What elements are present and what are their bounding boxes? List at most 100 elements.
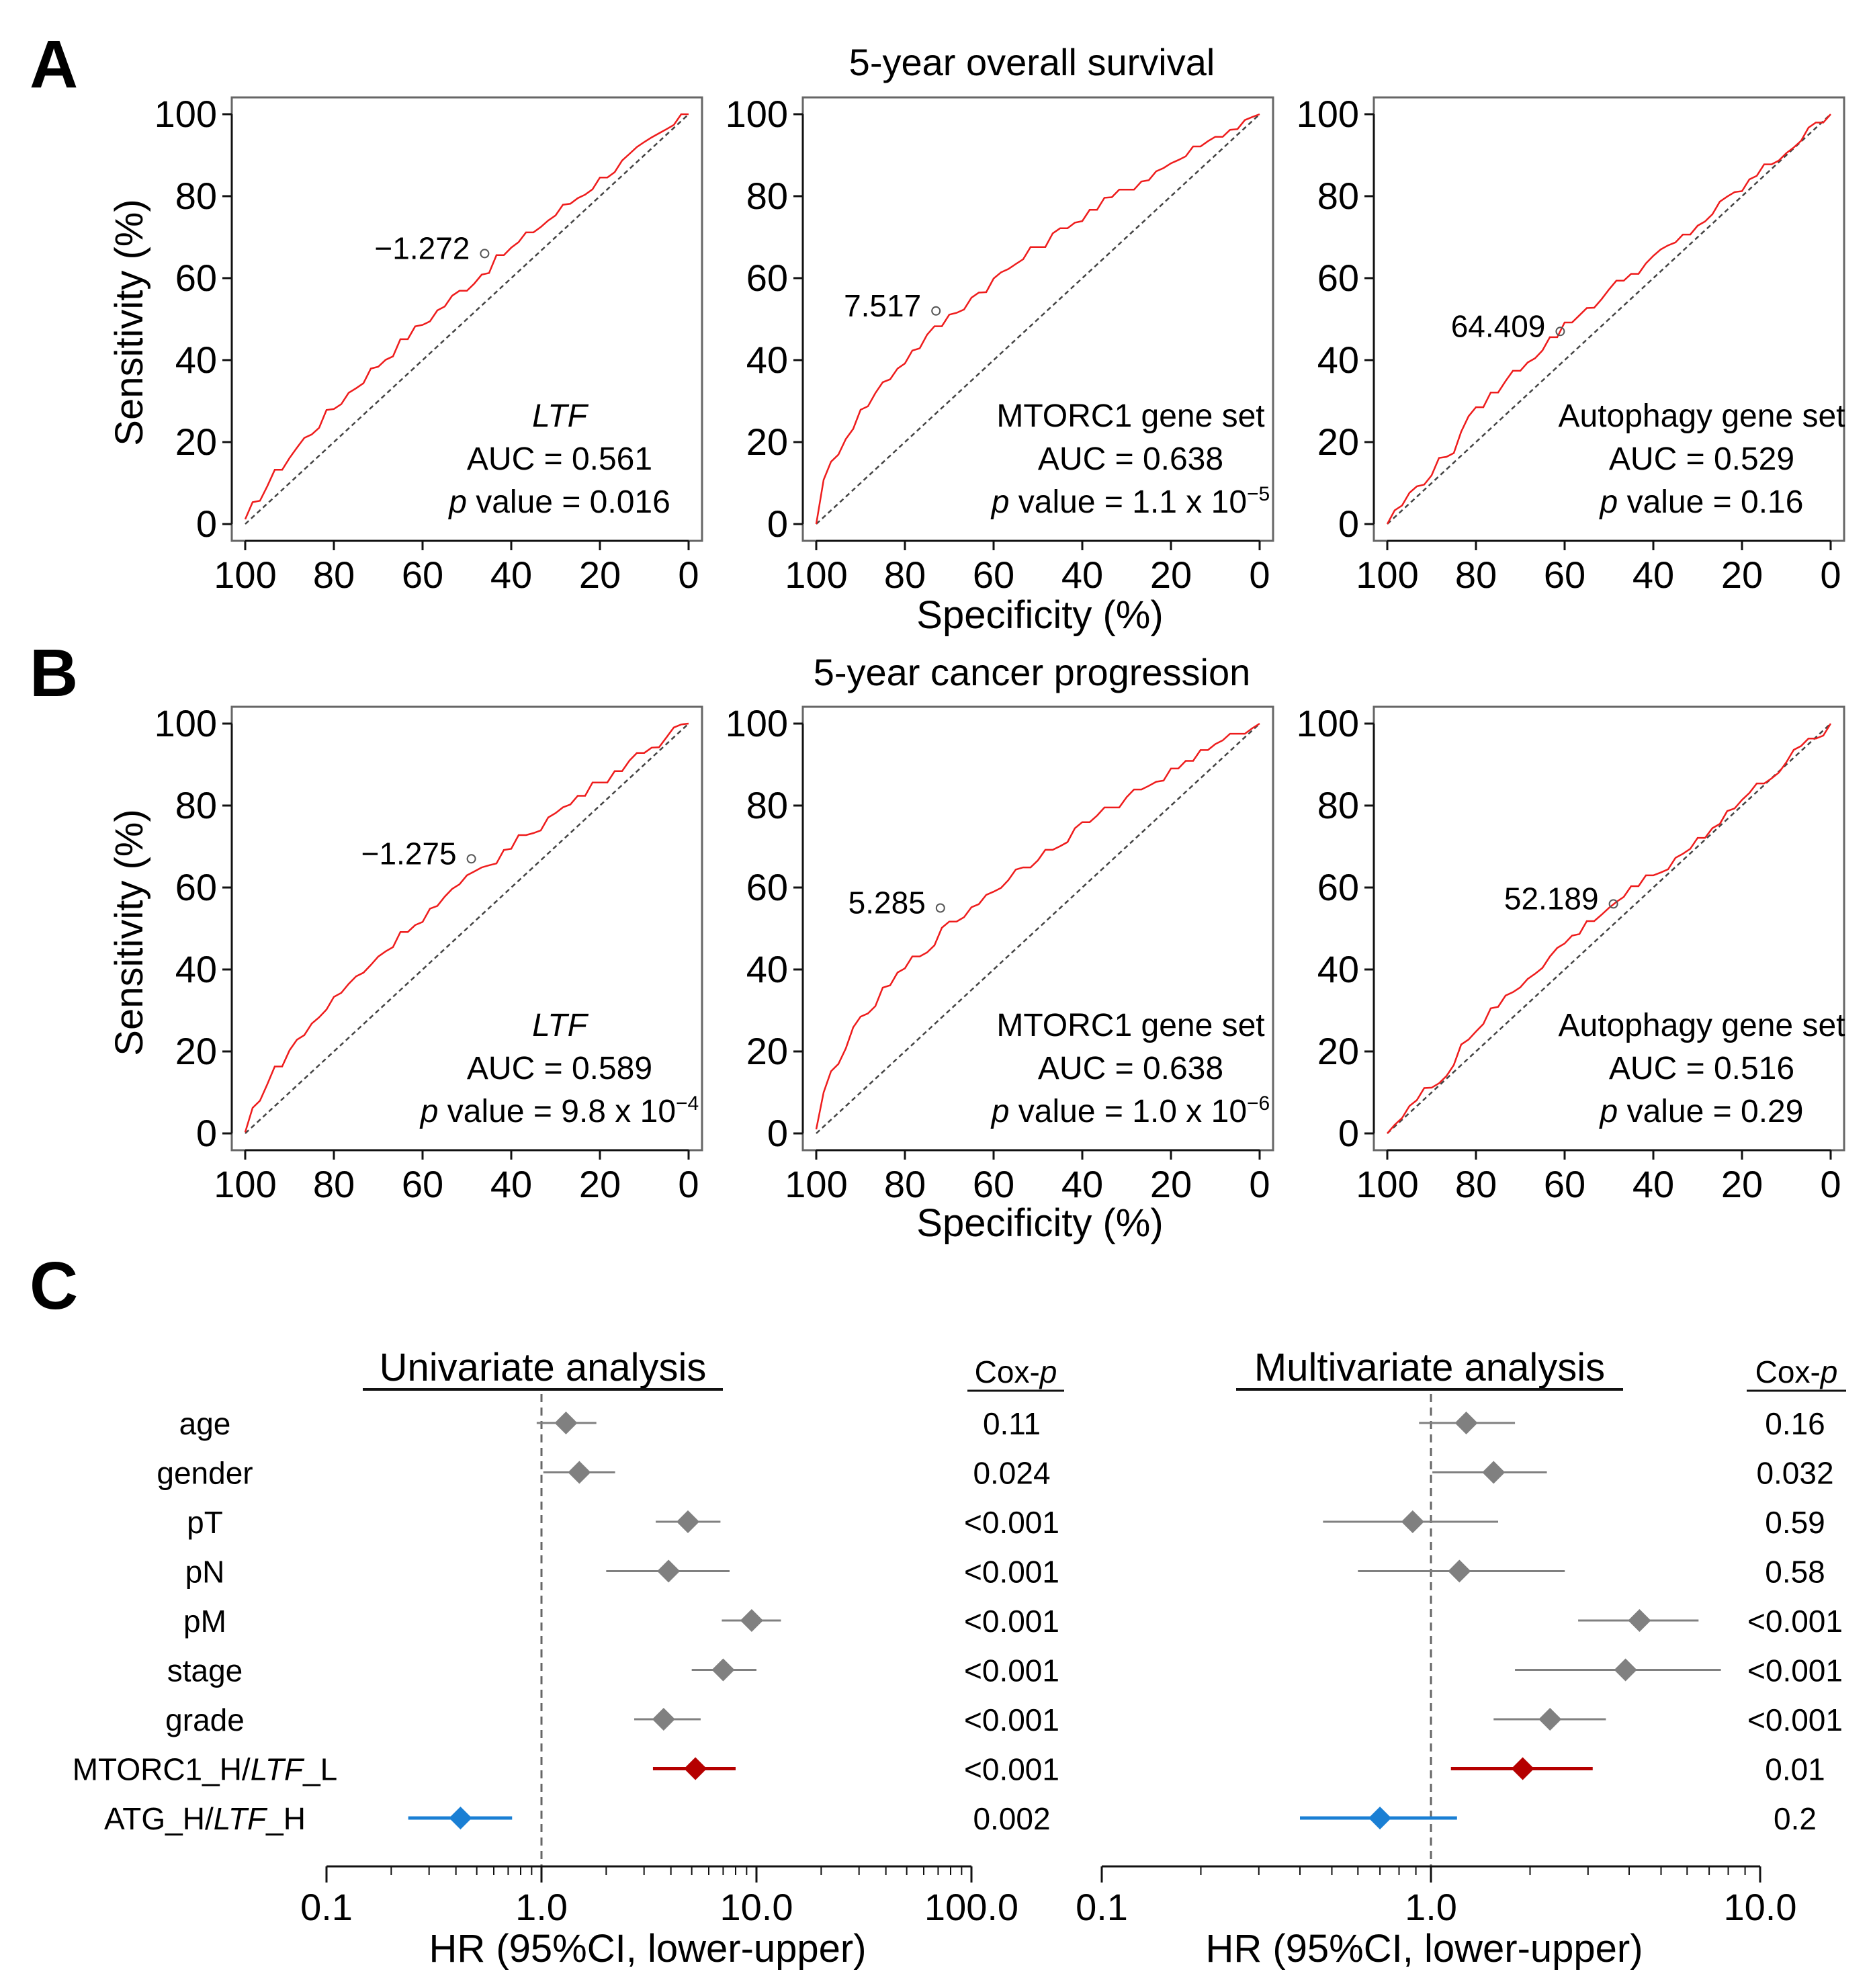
hr-marker	[449, 1807, 472, 1829]
hr-marker	[1448, 1559, 1471, 1583]
cox-p-value: <0.001	[1747, 1604, 1843, 1639]
p-value-text: value = 0.16	[1618, 484, 1803, 520]
cutoff-point	[1555, 327, 1565, 337]
cox-p-value: <0.001	[1747, 1702, 1843, 1737]
x-tick-label: 100	[214, 554, 276, 596]
x-tick-label: 40	[490, 1163, 532, 1205]
p-italic: p	[990, 1094, 1010, 1129]
y-tick-label: 0	[767, 503, 788, 545]
cutoff-point	[480, 249, 490, 259]
auc-label: AUC = 0.638	[1038, 1051, 1223, 1086]
roc-xlabel-a: Specificity (%)	[916, 593, 1163, 637]
x-tick-label: 20	[1721, 554, 1763, 596]
roc-curve	[244, 722, 689, 1133]
cox-p-value: 0.002	[973, 1801, 1050, 1836]
x-tick-label: 60	[402, 554, 443, 596]
gene-label: Autophagy gene set	[1558, 398, 1845, 434]
y-tick-label: 40	[746, 339, 788, 381]
cox-p-value: <0.001	[964, 1505, 1059, 1540]
cox-p-value: <0.001	[964, 1752, 1059, 1787]
forest-row-label: ATG_H/LTF_H	[104, 1801, 306, 1836]
x-tick-label: 20	[579, 554, 621, 596]
x-tick-label: 60	[1544, 554, 1585, 596]
x-tick-label: 80	[1455, 1163, 1497, 1205]
forest-row-label: pT	[187, 1505, 223, 1540]
gene-label: Autophagy gene set	[1558, 1008, 1845, 1043]
cutoff-point	[931, 306, 941, 316]
cutoff-label: −1.275	[361, 836, 457, 871]
hr-marker	[1511, 1757, 1534, 1780]
x-tick-label: 40	[1061, 554, 1103, 596]
cox-p-value: 0.024	[973, 1456, 1050, 1491]
x-tick-label: 1.0	[515, 1886, 568, 1928]
coxp-header-multivariate: Cox-p	[1755, 1354, 1838, 1389]
p-value-label: p value = 0.16	[1599, 484, 1804, 520]
x-tick-label: 0	[1249, 554, 1270, 596]
p-value-text: value = 1.1 x 10	[1009, 484, 1247, 520]
x-tick-label: 100.0	[924, 1886, 1018, 1928]
cox-p-value: <0.001	[964, 1702, 1059, 1737]
p-value-text: value = 0.016	[467, 484, 670, 520]
p-value-text: value = 9.8 x 10	[438, 1094, 676, 1129]
x-tick-label: 100	[214, 1163, 276, 1205]
row-label-text: grade	[165, 1702, 245, 1737]
x-tick-label: 100	[785, 1163, 847, 1205]
coxp-header-univariate: Cox-p	[975, 1354, 1057, 1389]
forest-multivariate: 0.1 1.0 10.0 0.16 0.032 0.59 0.58 <0.001 <0.001 <…	[1076, 1394, 1843, 1928]
x-tick-label: 60	[973, 554, 1014, 596]
y-tick-label: 60	[1317, 257, 1359, 299]
forest-univariate: 0.1 1.0 10.0 100.0 0.11 0.024 <0.001 <0.001 <0.0…	[300, 1394, 1059, 1928]
roc-panel-b3: 0 0 20 20 40 40 60 60 80 80 100 100 52.189 Autophagy …	[1297, 702, 1845, 1205]
cutoff-label: 7.517	[844, 288, 921, 323]
auc-label: AUC = 0.561	[467, 441, 652, 477]
panel-letter-b: B	[30, 636, 78, 711]
roc-curve	[1386, 114, 1831, 525]
p-italic: p	[1599, 484, 1618, 520]
forest-row-label: pN	[185, 1555, 225, 1590]
cox-p-value: 0.58	[1765, 1555, 1825, 1590]
gene-label: MTORC1 gene set	[996, 398, 1264, 434]
hr-marker	[1614, 1658, 1637, 1682]
roc-curve	[1387, 723, 1832, 1134]
hr-marker	[554, 1412, 578, 1434]
roc-panel-b2: 0 0 20 20 40 40 60 60 80 80 100 100 5.285 MTORC1 gene…	[726, 702, 1274, 1205]
y-tick-label: 80	[1317, 784, 1359, 826]
y-tick-label: 20	[1317, 421, 1359, 463]
x-tick-label: 20	[1150, 1163, 1192, 1205]
univariate-title: Univariate analysis	[380, 1346, 707, 1389]
cutoff-point	[935, 903, 945, 913]
p-italic: p	[1599, 1094, 1618, 1129]
y-tick-label: 100	[155, 93, 217, 135]
x-tick-label: 80	[884, 1163, 926, 1205]
p-value-exponent: −4	[676, 1092, 699, 1115]
forest-row-label: pM	[183, 1604, 226, 1639]
cox-p-value: 0.11	[983, 1406, 1041, 1441]
cox-p-value: <0.001	[964, 1555, 1059, 1590]
cox-p-value: 0.2	[1774, 1801, 1817, 1836]
reference-diagonal	[245, 114, 689, 525]
forest-row-label: age	[179, 1406, 231, 1441]
hr-marker	[740, 1609, 763, 1632]
p-value-exponent: −6	[1247, 1092, 1270, 1115]
p-value-label: p value = 9.8 x 10−4	[419, 1092, 699, 1129]
forest-row-label: grade	[165, 1702, 245, 1737]
y-tick-label: 100	[726, 93, 788, 135]
hr-marker	[1401, 1510, 1424, 1533]
auc-label: AUC = 0.638	[1038, 441, 1223, 477]
cutoff-point	[1608, 899, 1618, 909]
roc-ylabel-a: Sensitivity (%)	[107, 199, 151, 445]
y-tick-label: 60	[175, 866, 217, 908]
forest-row-labels: agegenderpTpNpMstagegradeMTORC1_H/LTF_LA…	[73, 1406, 338, 1836]
p-value-text: value = 0.29	[1618, 1094, 1803, 1129]
row-label-text: _H	[265, 1801, 306, 1836]
y-tick-label: 60	[1317, 866, 1359, 908]
y-tick-label: 0	[1338, 1112, 1359, 1154]
p-value-label: p value = 0.016	[447, 484, 670, 520]
gene-label: LTF	[532, 1008, 589, 1043]
row-label-text: pM	[183, 1604, 226, 1639]
x-tick-label: 1.0	[1405, 1886, 1457, 1928]
row-label-italic: LTF	[251, 1752, 305, 1787]
hr-marker	[711, 1658, 735, 1682]
hr-marker	[1454, 1412, 1478, 1434]
